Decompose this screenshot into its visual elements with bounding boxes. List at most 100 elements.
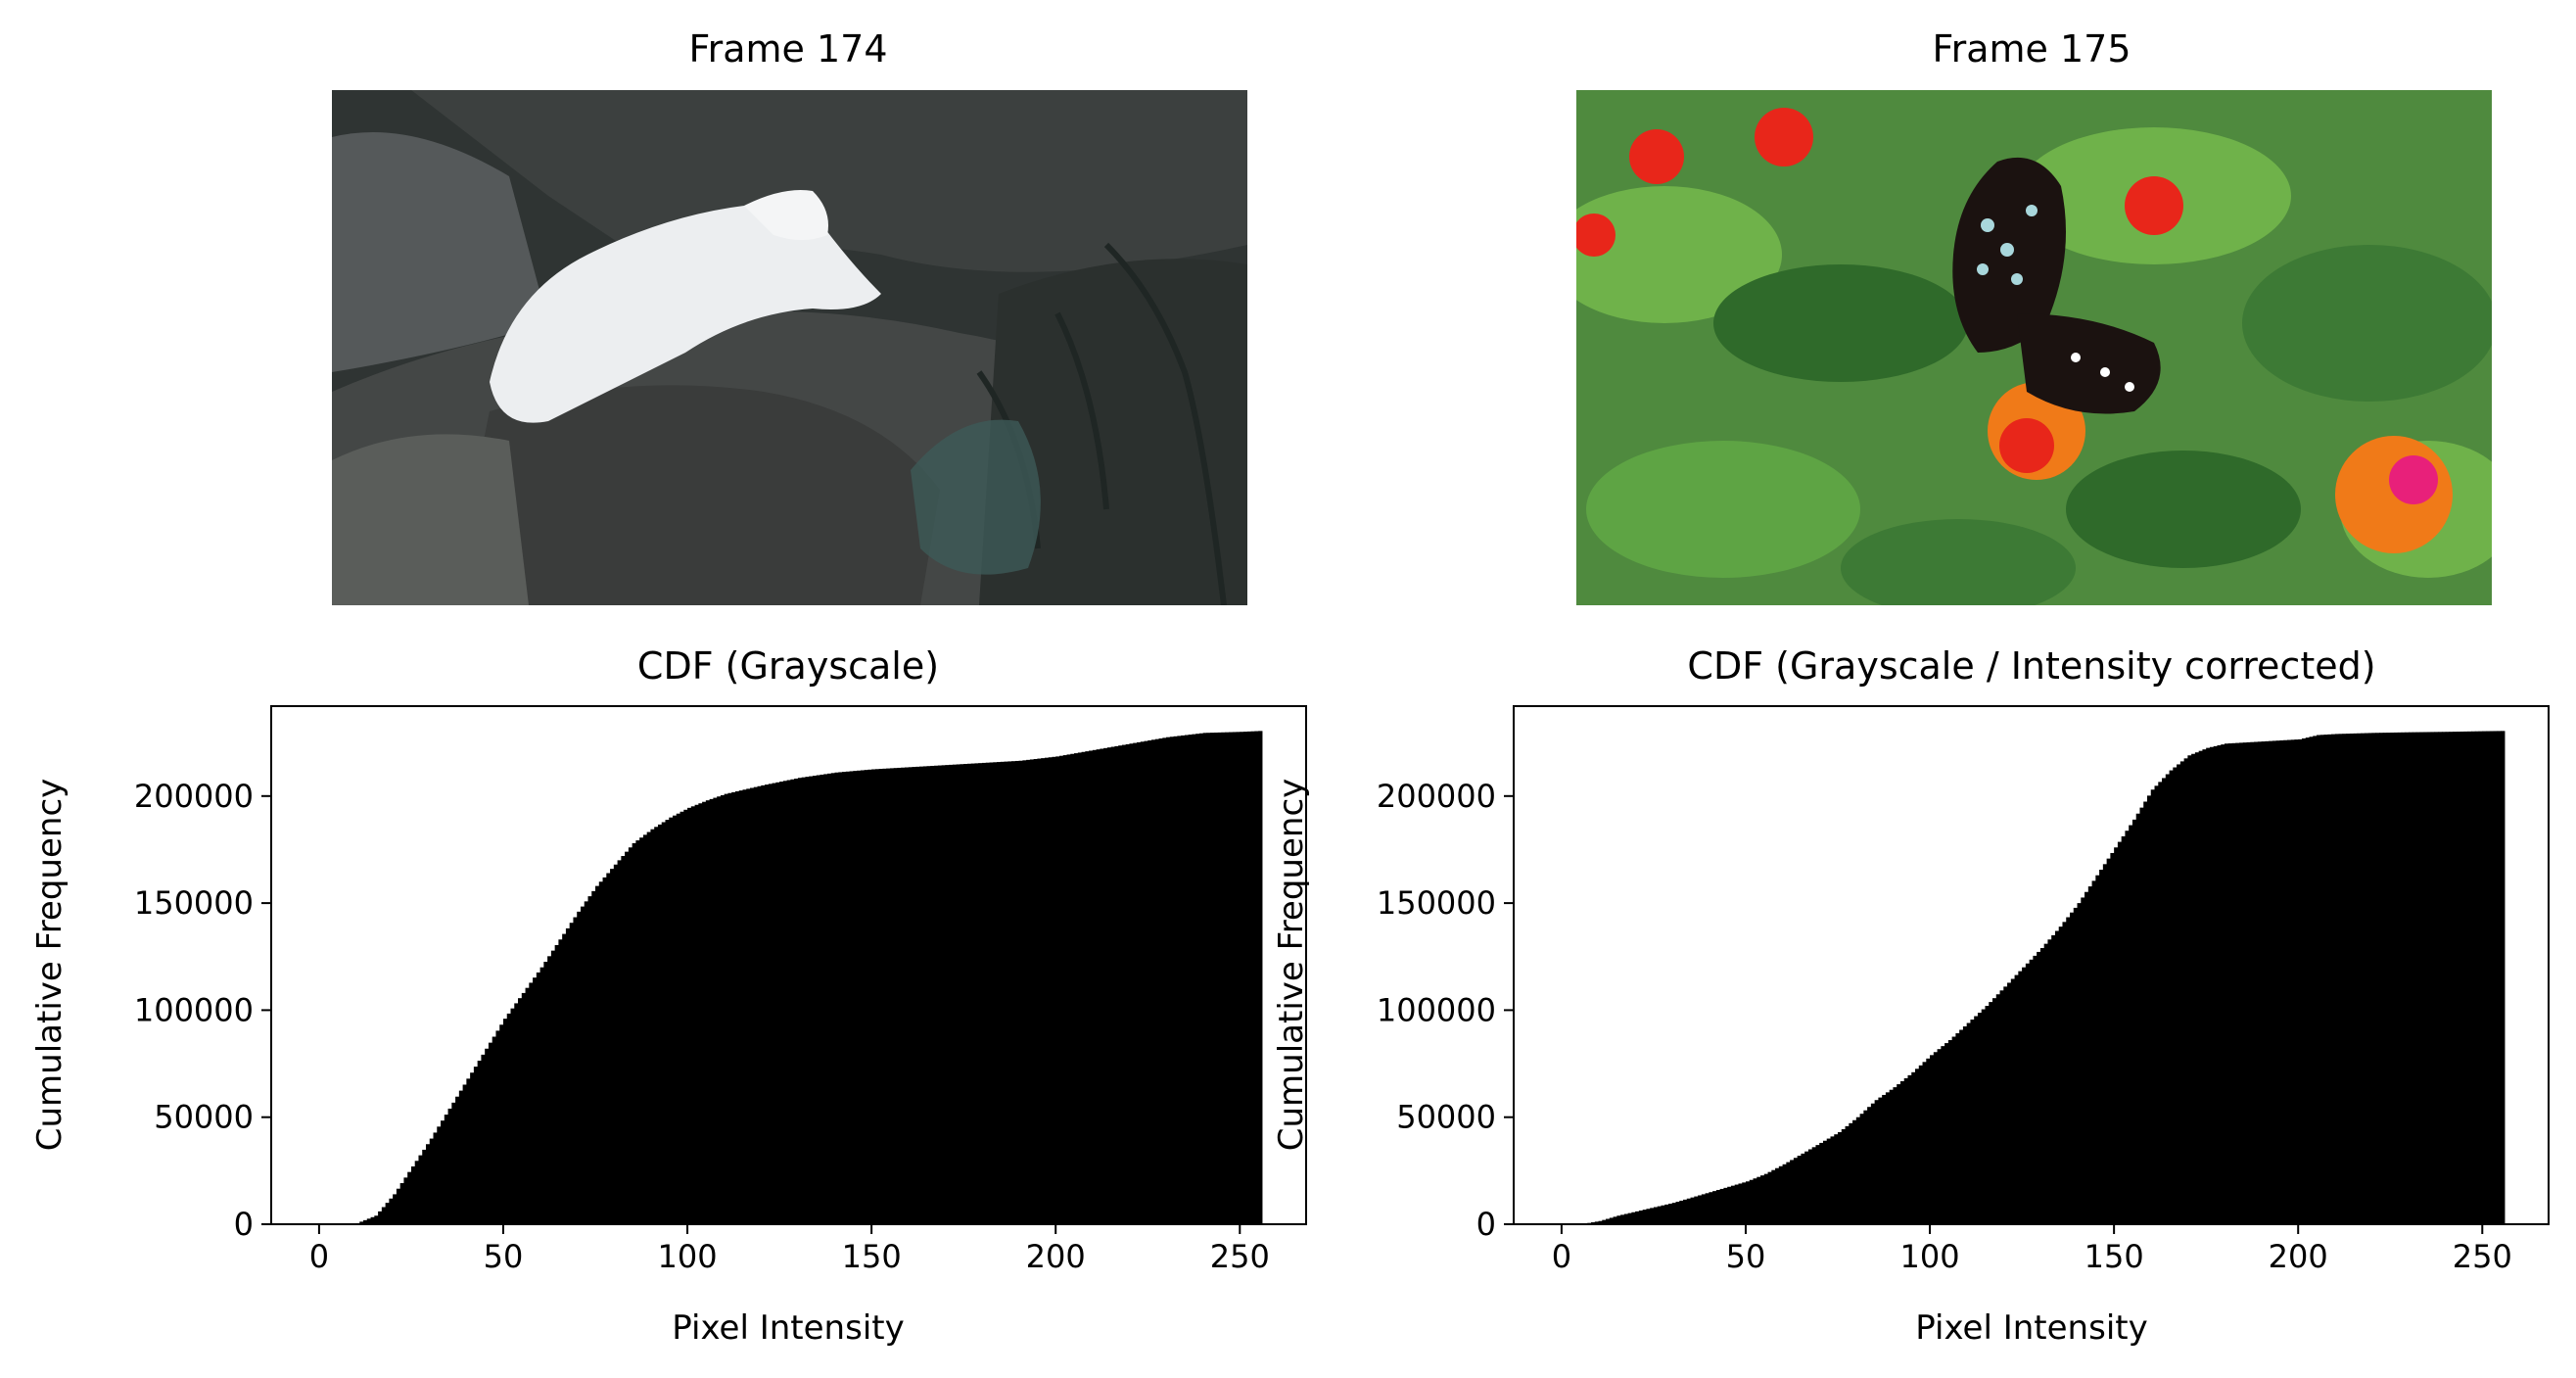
cdf-bar	[864, 770, 868, 1224]
cdf-bar	[2386, 733, 2391, 1224]
cdf-bar	[1011, 761, 1016, 1224]
cdf-bar	[1177, 736, 1182, 1224]
cdf-bar	[1136, 741, 1142, 1224]
cdf-bar	[2194, 752, 2200, 1224]
cdf-bar	[1225, 732, 1230, 1224]
cdf-bar	[366, 1218, 372, 1224]
cdf-bar	[429, 1138, 435, 1224]
cdf-bar	[1055, 756, 1060, 1224]
cdf-bar	[639, 837, 644, 1224]
cdf-bar	[937, 765, 943, 1224]
cdf-bar	[949, 764, 954, 1224]
x-tick-label: 200	[1026, 1238, 1086, 1275]
cdf-bar	[1613, 1216, 1617, 1224]
cdf-bar	[797, 778, 803, 1224]
cdf-bar	[2043, 943, 2049, 1224]
cdf-bar	[2022, 967, 2027, 1224]
cdf-bar	[981, 762, 987, 1224]
cdf-bar	[2375, 733, 2380, 1224]
cdf-bar	[1066, 754, 1071, 1224]
cdf-bar	[1096, 749, 1101, 1224]
y-tick-label: 200000	[1377, 778, 1496, 815]
cdf-chart-grayscale: CDF (Grayscale) 0 50 100 150 200 250 0 50000 10…	[30, 644, 1307, 1348]
cdf-bar	[775, 782, 780, 1224]
cdf-bar	[2390, 732, 2395, 1224]
cdf-bar	[702, 801, 707, 1224]
cdf-bar	[378, 1211, 383, 1224]
cdf-bar	[2309, 737, 2314, 1224]
cdf-bar	[1192, 734, 1196, 1224]
cdf-bar	[437, 1126, 442, 1224]
cdf-bar	[2054, 930, 2060, 1224]
cdf-bar	[1870, 1103, 1876, 1224]
cdf-bar	[1771, 1169, 1776, 1224]
cdf-bar	[1782, 1164, 1787, 1224]
cdf-bar	[2231, 742, 2236, 1224]
cdf-bar	[2456, 732, 2461, 1224]
cdf-bar	[2091, 880, 2096, 1224]
cdf-bar	[1041, 758, 1046, 1224]
cdf-bar	[595, 885, 600, 1224]
cdf-bar	[2102, 864, 2108, 1224]
photo-arctic-fox	[332, 90, 1247, 605]
cdf-bar	[2361, 733, 2365, 1224]
x-axis-label: Pixel Intensity	[672, 1308, 904, 1348]
cdf-bar	[2313, 736, 2318, 1224]
cdf-bar	[1701, 1194, 1707, 1224]
cdf-bar	[2047, 939, 2052, 1224]
cdf-bar	[1675, 1202, 1680, 1224]
cdf-bar	[853, 771, 858, 1224]
cdf-bar	[734, 791, 740, 1224]
cdf-bar	[720, 794, 726, 1224]
cdf-bar	[2367, 733, 2373, 1224]
cdf-bar	[2125, 831, 2130, 1224]
cdf-bar	[845, 771, 851, 1224]
cdf-bar	[447, 1108, 452, 1224]
cdf-bar	[2486, 731, 2491, 1224]
cdf-bar	[738, 790, 744, 1224]
cdf-bar	[422, 1149, 427, 1224]
cdf-bar	[690, 806, 696, 1224]
cdf-bar	[2121, 835, 2127, 1224]
cdf-bar	[539, 967, 544, 1224]
cdf-bar	[1106, 747, 1112, 1224]
cdf-bar	[2162, 778, 2167, 1224]
cdf-bar	[510, 1008, 515, 1224]
y-axis-label: Cumulative Frequency	[1272, 779, 1311, 1152]
cdf-bar	[642, 834, 648, 1224]
cdf-bar	[1907, 1074, 1912, 1224]
cdf-bar	[1819, 1142, 1824, 1224]
cdf-bar	[1738, 1183, 1743, 1224]
cdf-bar	[1092, 749, 1098, 1224]
cdf-bar	[1007, 761, 1012, 1224]
cdf-bar	[1786, 1162, 1791, 1224]
cdf-bar	[1745, 1181, 1751, 1224]
cdf-bar	[1966, 1022, 1972, 1224]
cdf-bar	[1602, 1219, 1607, 1224]
cdf-bar	[2342, 734, 2347, 1224]
cdf-bar	[2482, 731, 2487, 1224]
cdf-bar	[1246, 731, 1252, 1224]
cdf-bar	[2272, 740, 2277, 1224]
y-axis-label: Cumulative Frequency	[30, 779, 70, 1152]
cdf-bar	[2334, 734, 2340, 1224]
cdf-bar	[1911, 1071, 1916, 1224]
cdf-bar	[2378, 733, 2384, 1224]
cdf-bar	[1867, 1107, 1872, 1224]
x-tick-label: 250	[1210, 1238, 1270, 1275]
cdf-bar	[1897, 1084, 1901, 1224]
cdf-bar	[2154, 785, 2159, 1224]
panel-title-frame-174: Frame 174	[688, 27, 887, 71]
cdf-bar	[650, 829, 655, 1224]
cdf-bar	[713, 797, 718, 1224]
cdf-bar	[724, 793, 729, 1224]
cdf-bar	[1878, 1097, 1883, 1224]
cdf-bar	[2073, 907, 2079, 1224]
cdf-bar	[1849, 1122, 1853, 1224]
cdf-bar	[2239, 742, 2244, 1224]
cdf-bar	[381, 1207, 387, 1224]
cdf-bar	[1947, 1040, 1953, 1224]
cdf-bar	[2423, 732, 2428, 1224]
cdf-bar	[2438, 732, 2443, 1224]
